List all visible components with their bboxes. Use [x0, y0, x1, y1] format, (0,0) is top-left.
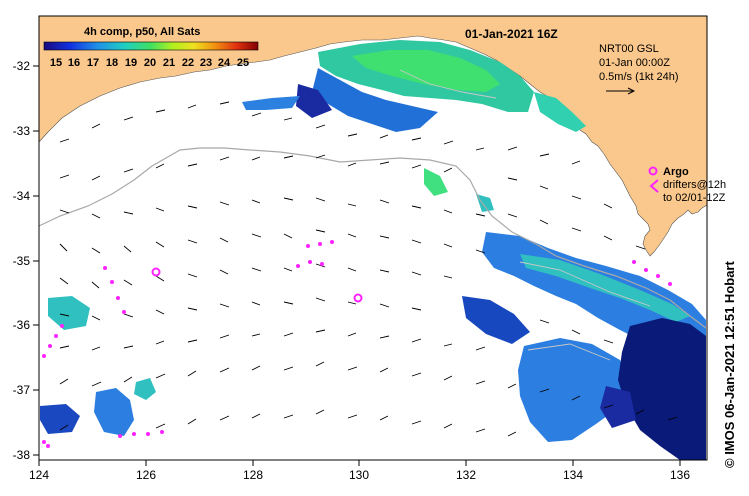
argo-track-point	[46, 444, 50, 448]
sst-patch-southeast	[518, 318, 706, 460]
y-tick-label: -33	[13, 124, 31, 138]
argo-float-marker	[151, 267, 161, 277]
argo-track-point	[632, 260, 636, 264]
current-vectors	[59, 101, 678, 437]
y-tick-label: -36	[13, 318, 31, 332]
colorbar-tick: 25	[237, 57, 249, 69]
x-tick-label: 134	[563, 468, 583, 482]
composite-label: 4h comp, p50, All Sats	[84, 26, 200, 38]
argo-track-point	[54, 334, 58, 338]
colorbar-tick: 17	[87, 57, 99, 69]
y-axis: -32 -33 -34 -35 -36 -37 -38	[13, 59, 39, 462]
argo-track-point	[110, 280, 114, 284]
argo-track-point	[116, 296, 120, 300]
argo-legend: Argo drifters@12h to 02/01-12Z	[648, 166, 726, 204]
colorbar-tick: 20	[144, 57, 156, 69]
x-tick-label: 130	[349, 468, 369, 482]
argo-track-point	[644, 268, 648, 272]
argo-drifter-tracks	[42, 240, 672, 448]
current-source: NRT00 GSL	[599, 43, 659, 55]
colorbar: 4h comp, p50, All Sats 15 16 17 18 19 20…	[43, 26, 259, 69]
current-scale-legend: NRT00 GSL 01-Jan 00:00Z 0.5m/s (1kt 24h)	[599, 43, 678, 95]
argo-track-point	[42, 440, 46, 444]
sst-patch-eyre-coast	[424, 92, 586, 212]
argo-track-point	[103, 266, 107, 270]
x-axis: 124 126 128 130 132 134 136	[29, 460, 690, 482]
argo-track-point	[296, 264, 300, 268]
argo-track-point	[60, 324, 64, 328]
colorbar-tick: 24	[218, 57, 231, 69]
colorbar-tick: 16	[68, 57, 80, 69]
y-tick-label: -38	[13, 448, 31, 462]
map-title: 01-Jan-2021 16Z	[465, 27, 558, 41]
argo-track-point	[42, 354, 46, 358]
argo-chevron-icon	[649, 179, 659, 193]
y-tick-label: -35	[13, 254, 31, 268]
argo-track-point	[118, 434, 122, 438]
argo-track-point	[146, 432, 150, 436]
argo-float-marker	[353, 293, 363, 303]
colorbar-tick: 21	[163, 57, 175, 69]
argo-track-point	[668, 282, 672, 286]
colorbar-tick: 23	[200, 57, 212, 69]
argo-track-point	[122, 310, 126, 314]
sst-patch-bight-head	[242, 40, 534, 132]
argo-track-point	[656, 274, 660, 278]
x-tick-label: 128	[243, 468, 263, 482]
y-tick-label: -37	[13, 383, 31, 397]
argo-track-point	[318, 242, 322, 246]
colorbar-gradient	[43, 41, 259, 51]
current-time: 01-Jan 00:00Z	[599, 57, 670, 69]
x-tick-label: 132	[456, 468, 476, 482]
current-scale: 0.5m/s (1kt 24h)	[599, 71, 678, 83]
x-tick-label: 136	[670, 468, 690, 482]
sst-patch-west	[40, 296, 156, 436]
argo-track-point	[308, 260, 312, 264]
colorbar-tick: 19	[125, 57, 137, 69]
argo-marker-icon	[648, 166, 658, 176]
argo-track-point	[160, 430, 164, 434]
colorbar-tick: 18	[106, 57, 118, 69]
x-tick-label: 124	[29, 468, 49, 482]
x-tick-label: 126	[136, 468, 156, 482]
colorbar-tick: 15	[50, 57, 62, 69]
argo-label: Argo	[663, 166, 689, 178]
argo-date-text: to 02/01-12Z	[663, 192, 726, 204]
bathymetry-contour	[39, 147, 707, 329]
argo-track-point	[48, 344, 52, 348]
imos-credit: © IMOS 06-Jan-2021 12:51 Hobart	[722, 261, 737, 468]
plot-frame	[38, 15, 708, 461]
scale-arrowhead-icon	[627, 87, 636, 95]
y-tick-label: -32	[13, 59, 31, 73]
y-tick-label: -34	[13, 189, 31, 203]
argo-track-point	[320, 262, 324, 266]
argo-drifters-text: drifters@12h	[663, 179, 726, 191]
argo-track-point	[330, 240, 334, 244]
bathymetry-contour-inner	[399, 69, 651, 361]
argo-track-point	[132, 432, 136, 436]
argo-track-point	[306, 244, 310, 248]
colorbar-tick: 22	[182, 57, 194, 69]
